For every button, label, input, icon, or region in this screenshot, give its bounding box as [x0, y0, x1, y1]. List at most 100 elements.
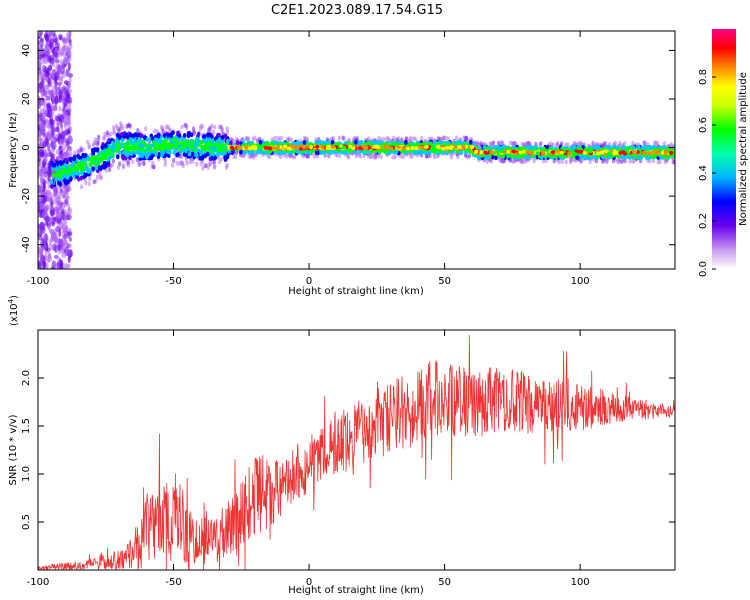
spectrogram-cell [92, 179, 96, 185]
spectrogram-cell [38, 35, 41, 40]
spectrogram-cell [39, 221, 45, 232]
spectrogram-cell [312, 154, 317, 159]
spectrogram-cell [268, 154, 272, 160]
spectrogram-cell [52, 192, 57, 198]
spectrogram-cell [44, 136, 49, 147]
spectrogram-cell [518, 150, 523, 155]
spectrogram-cell [412, 136, 416, 142]
spectrogram-cell [485, 146, 490, 152]
spectrogram-cell [129, 151, 134, 156]
x-tick-label: 100 [571, 276, 590, 287]
spectrogram-cell [49, 64, 53, 72]
spectrogram-cell [105, 148, 110, 153]
spectrogram-cell [382, 145, 387, 149]
spectrogram-cell [60, 142, 67, 152]
spectrogram-cell [51, 109, 55, 117]
spectrogram-cell [84, 180, 88, 186]
spectrogram-cell [92, 142, 96, 148]
spectrogram-cell [39, 189, 42, 199]
spectrogram-cell [46, 142, 51, 151]
spectrogram-cell [208, 161, 213, 167]
spectrogram-cell [145, 143, 150, 148]
spectrogram-cell [108, 167, 112, 173]
spectrogram-cell [315, 140, 320, 145]
spectrogram-cell [52, 243, 57, 252]
spectrogram-cell [366, 136, 371, 142]
spectrogram-cell [76, 148, 80, 154]
spectrogram-cell [656, 159, 660, 165]
spectrogram-cell [338, 153, 342, 159]
spectrogram-cell [253, 135, 257, 141]
spectrogram-cell [138, 160, 142, 166]
spectrogram-cell [330, 140, 335, 145]
spectrogram-cell [187, 151, 192, 157]
spectrogram-cell [42, 107, 49, 115]
spectrogram-cell [152, 164, 156, 170]
spectrogram-cell [655, 140, 660, 146]
spectrogram-cell [94, 140, 98, 146]
spectrogram-cell [135, 157, 140, 163]
spectrogram-cell [109, 145, 114, 150]
spectrogram-cell [157, 152, 162, 157]
spectrogram-cell [51, 93, 55, 102]
spectrogram-cell [38, 71, 42, 81]
spectrogram-cell [215, 152, 219, 158]
spectrogram-cell [337, 135, 341, 141]
spectrogram-cell [634, 154, 639, 160]
spectrogram-cell [47, 129, 53, 139]
spectrogram-cell [100, 152, 105, 156]
spectrogram-cell [120, 137, 125, 143]
colorbar-tick-label: 0.2 [698, 213, 709, 229]
spectrogram-cell [607, 151, 612, 156]
spectrogram-cell [414, 146, 419, 151]
spectrogram-cell [560, 159, 564, 164]
spectrogram-cell [152, 149, 156, 155]
spectrogram-cell [476, 155, 481, 161]
spectrogram-cell [620, 159, 624, 164]
colorbar-tick-label: 0.6 [698, 117, 709, 133]
spectrogram-cell [357, 146, 363, 150]
spectrogram-cell [513, 140, 517, 146]
spectrogram-cell [77, 176, 81, 182]
spectrogram-cell [199, 161, 203, 167]
spectrogram-cell [256, 138, 260, 144]
spectrogram-cell [596, 151, 601, 156]
spectrogram-cell [117, 150, 122, 156]
spectrogram-cell [49, 205, 54, 210]
spectrogram-cell [491, 154, 495, 160]
spectrogram-cell [276, 135, 280, 141]
spectrogram-cell [199, 123, 203, 129]
spectrogram-cell [247, 146, 253, 151]
x-tick-label: -50 [165, 577, 181, 588]
spectrogram-cell [469, 145, 475, 149]
spectrogram-cell [556, 140, 560, 146]
spectrogram-cell [49, 57, 55, 65]
spectrogram-cell [112, 130, 116, 136]
spectrogram-cell [500, 158, 504, 163]
spectrogram-cell [115, 132, 120, 138]
spectrogram-cell [62, 36, 67, 45]
spectrogram-cell [267, 146, 272, 151]
spectrogram-cell [88, 176, 92, 182]
spectrogram-cell [275, 145, 280, 150]
spectrogram-cell [393, 154, 397, 160]
spectrogram-ylabel: Frequency (Hz) [8, 112, 19, 188]
spectrogram-cell [65, 239, 68, 247]
spectrogram-cell [424, 154, 429, 159]
spectrogram-cell [497, 140, 501, 146]
spectrogram-cell [420, 145, 425, 150]
x-tick-label: 100 [571, 577, 590, 588]
spectrogram-cell [40, 100, 46, 107]
spectrogram-cell [347, 144, 353, 149]
spectrogram-cell [39, 31, 44, 36]
spectrogram-cell [242, 153, 246, 159]
spectrogram-cell [62, 173, 66, 179]
spectrogram-cell [342, 149, 347, 155]
spectrogram-cell [330, 145, 336, 149]
spectrogram-cell [632, 145, 636, 151]
spectrogram-cell [55, 160, 60, 166]
spectrogram-cell [442, 135, 446, 141]
spectrogram-cell [58, 35, 63, 41]
spectrogram-cell [359, 139, 364, 145]
spectrogram-cell [61, 191, 65, 197]
